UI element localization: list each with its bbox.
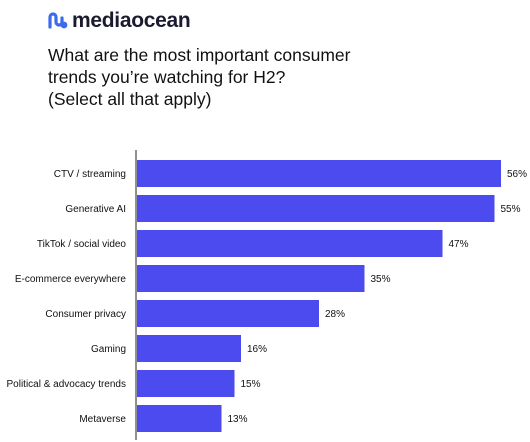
bar xyxy=(137,265,365,292)
value-label: 35% xyxy=(371,274,391,285)
value-label: 16% xyxy=(247,344,267,355)
value-label: 15% xyxy=(241,379,261,390)
brand-logo: mediaocean xyxy=(48,9,191,33)
category-label: Gaming xyxy=(91,344,126,355)
survey-question: What are the most important consumer tre… xyxy=(48,44,508,110)
value-label: 28% xyxy=(325,309,345,320)
question-line-3: (Select all that apply) xyxy=(48,89,212,109)
value-label: 13% xyxy=(228,414,248,425)
bar xyxy=(137,160,501,187)
category-label: TikTok / social video xyxy=(37,239,127,250)
bar xyxy=(137,230,443,257)
bar xyxy=(137,300,319,327)
bar xyxy=(137,195,495,222)
bar xyxy=(137,335,241,362)
category-label: CTV / streaming xyxy=(54,169,126,180)
mediaocean-logo-icon xyxy=(48,12,68,29)
value-label: 47% xyxy=(449,239,469,250)
question-line-1: What are the most important consumer xyxy=(48,45,351,65)
category-label: Consumer privacy xyxy=(45,309,126,320)
bar xyxy=(137,370,235,397)
bar-chart: CTV / streaming 56% Generative AI 55% TikTok… xyxy=(6,150,527,440)
category-label: E-commerce everywhere xyxy=(15,274,127,285)
category-label: Generative AI xyxy=(65,204,126,215)
bar xyxy=(137,405,222,432)
value-label: 56% xyxy=(507,169,527,180)
value-label: 55% xyxy=(501,204,521,215)
category-label: Metaverse xyxy=(79,414,126,425)
category-label: Political & advocacy trends xyxy=(6,379,126,390)
question-line-2: trends you’re watching for H2? xyxy=(48,67,286,87)
brand-name: mediaocean xyxy=(72,9,191,32)
